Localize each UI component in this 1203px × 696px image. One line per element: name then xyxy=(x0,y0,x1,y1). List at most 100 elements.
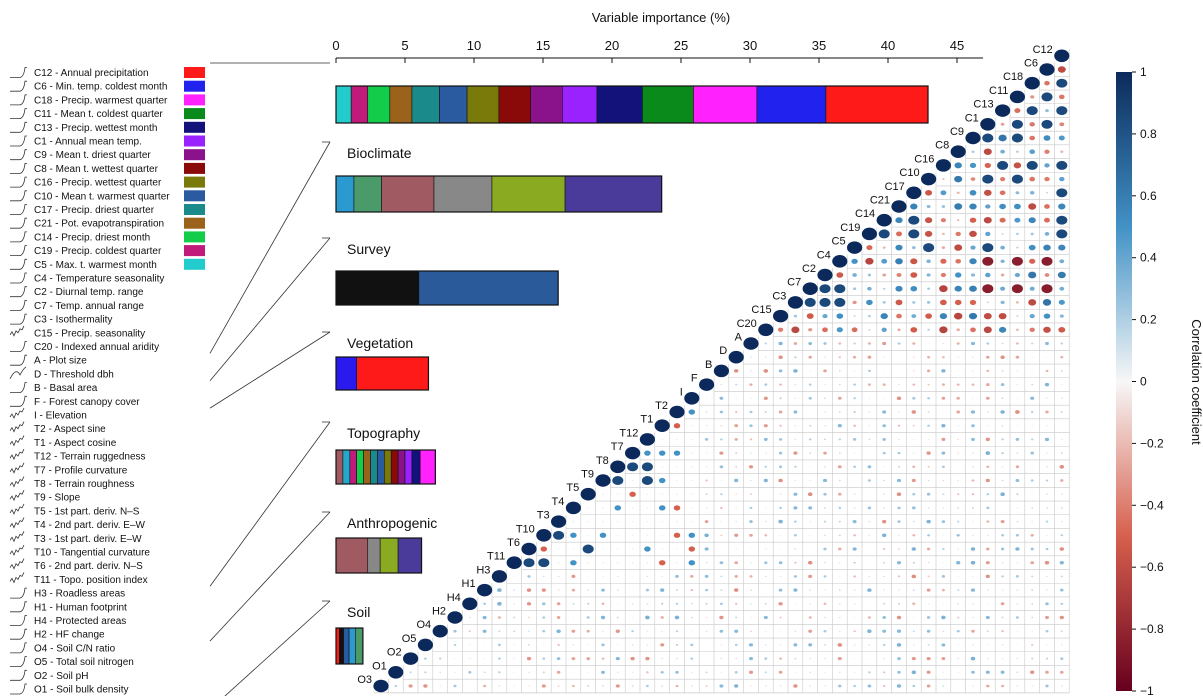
correlation-dot xyxy=(571,629,576,633)
correlation-dot xyxy=(823,602,827,605)
variable-label: T6 - 2nd part. deriv. N–S xyxy=(34,561,143,572)
correlation-dot xyxy=(749,575,753,578)
correlation-dot xyxy=(819,297,831,307)
correlation-dot xyxy=(926,588,931,592)
correlation-diagonal-dot xyxy=(935,159,951,172)
correlation-dot xyxy=(1060,355,1064,359)
correlation-dot xyxy=(823,629,827,633)
correlation-dot xyxy=(824,589,826,591)
correlation-dot xyxy=(513,657,516,660)
correlation-dot xyxy=(1001,534,1005,537)
correlation-diagonal-dot xyxy=(462,597,478,611)
correlation-dot xyxy=(908,229,920,239)
correlation-dot xyxy=(910,327,918,333)
correlation-dot xyxy=(809,548,812,550)
correlation-dot xyxy=(1044,560,1050,565)
correlation-dot xyxy=(942,507,945,509)
correlation-dot xyxy=(601,670,605,674)
correlation-dot xyxy=(750,685,752,687)
correlation-dot xyxy=(453,684,457,688)
correlation-dot xyxy=(897,670,901,674)
sparkline-icon xyxy=(10,108,27,119)
correlation-dot xyxy=(1031,383,1034,386)
correlation-dot xyxy=(1059,314,1064,318)
correlation-dot xyxy=(908,215,920,225)
correlation-dot xyxy=(923,243,935,253)
correlation-dot xyxy=(985,670,990,674)
correlation-dot xyxy=(1060,657,1064,660)
correlation-dot xyxy=(660,588,665,592)
variable-label: H4 - Protected areas xyxy=(34,616,126,627)
correlation-dot xyxy=(793,684,798,688)
correlation-dot xyxy=(1030,232,1034,236)
correlation-dot xyxy=(999,203,1006,210)
correlation-dot xyxy=(660,616,664,619)
correlation-dot xyxy=(853,493,856,495)
correlation-dot xyxy=(954,285,962,292)
correlation-dot xyxy=(735,657,738,660)
correlation-dot xyxy=(602,548,604,550)
correlation-dot xyxy=(823,575,827,578)
correlation-dot xyxy=(1016,520,1019,523)
correlation-dot xyxy=(809,671,812,673)
correlation-dot xyxy=(867,273,872,277)
correlation-dot xyxy=(587,589,590,591)
correlation-dot xyxy=(882,341,887,346)
correlation-dot xyxy=(970,547,976,551)
correlation-dot xyxy=(705,644,708,646)
correlation-dot xyxy=(972,452,974,454)
variable-color-swatch xyxy=(184,204,205,215)
correlation-dot xyxy=(882,287,886,290)
importance-bar-segment xyxy=(562,85,598,124)
correlation-dot xyxy=(1030,396,1035,400)
correlation-dot xyxy=(1016,370,1019,372)
correlation-dot xyxy=(896,396,902,401)
group-bar-segment xyxy=(564,175,662,213)
correlation-dot xyxy=(853,603,856,605)
correlation-dot xyxy=(794,356,797,359)
correlation-dot xyxy=(972,644,974,646)
correlation-dot xyxy=(793,492,798,496)
correlation-dot xyxy=(912,630,915,633)
correlation-diagonal-dot xyxy=(625,446,641,460)
correlation-dot xyxy=(866,299,873,306)
correlation-dot xyxy=(868,562,871,564)
correlation-dot xyxy=(868,328,871,331)
correlation-dot xyxy=(1016,315,1019,317)
correlation-dot xyxy=(924,217,933,224)
correlation-dot xyxy=(779,383,782,386)
correlation-dot xyxy=(748,465,754,469)
sparkline-icon xyxy=(10,642,27,654)
correlation-dot xyxy=(1046,452,1048,454)
correlation-dot xyxy=(809,479,812,482)
correlation-dot xyxy=(1044,232,1050,236)
correlation-dot xyxy=(675,684,679,688)
variable-label: C20 - Indexed annual aridity xyxy=(34,342,159,353)
correlation-dot xyxy=(1031,507,1034,509)
correlation-diagonal-dot xyxy=(654,419,670,432)
correlation-dot xyxy=(941,615,946,620)
correlation-dot xyxy=(676,520,678,523)
correlation-dot xyxy=(661,685,664,687)
correlation-dot xyxy=(837,424,842,428)
correlation-dot xyxy=(1028,271,1037,279)
sparkline-icon xyxy=(10,176,27,188)
correlation-dot xyxy=(720,425,723,427)
group-bar-segment xyxy=(419,449,436,485)
correlation-dot xyxy=(1028,217,1036,224)
correlation-dot xyxy=(675,670,679,674)
variable-label: C18 - Precip. warmest quarter xyxy=(34,95,168,106)
correlation-dot xyxy=(852,273,857,277)
correlation-dot xyxy=(956,383,960,386)
correlation-dot xyxy=(750,356,752,358)
correlation-diagonal-dot xyxy=(595,474,611,487)
correlation-dot xyxy=(956,219,960,222)
correlation-dot xyxy=(971,507,975,509)
correlation-dot xyxy=(1013,162,1022,169)
correlation-dot xyxy=(690,438,693,441)
diagonal-label: O5 xyxy=(402,633,417,645)
correlation-dot xyxy=(927,342,930,345)
colorbar-tick-label: −0.8 xyxy=(1140,622,1164,636)
diagonal-label: C16 xyxy=(914,153,934,165)
correlation-dot xyxy=(641,476,653,485)
